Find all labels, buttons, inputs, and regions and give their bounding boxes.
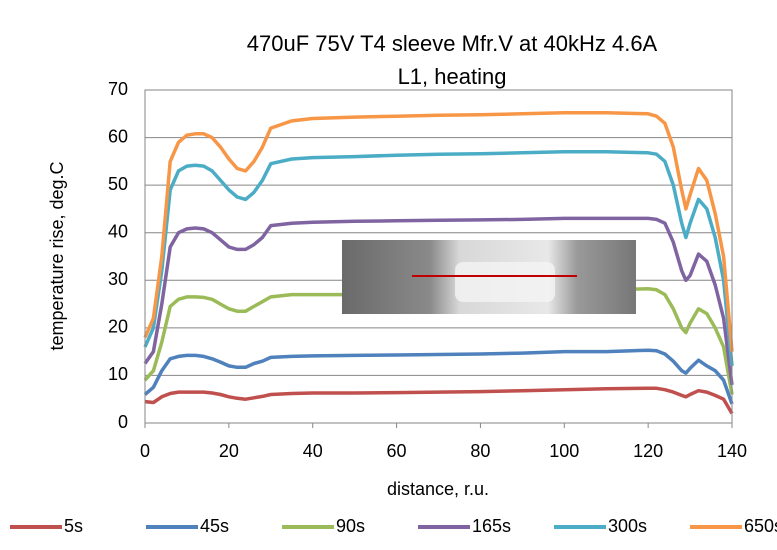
y-tick-label: 20 <box>108 317 128 337</box>
legend-label: 45s <box>200 516 229 536</box>
y-tick-label: 70 <box>108 79 128 99</box>
series-line <box>143 216 734 386</box>
legend-label: 5s <box>64 516 83 536</box>
legend-label: 300s <box>608 516 647 536</box>
x-tick-label: 20 <box>219 441 239 461</box>
x-axis-label: distance, r.u. <box>387 479 489 499</box>
x-tick-label: 120 <box>633 441 663 461</box>
y-tick-label: 40 <box>108 221 128 241</box>
y-axis-label: temperature rise, deg.C <box>47 161 67 350</box>
grid: 0 10 20 30 40 50 60 70 0 20 40 60 80 100 120 140 <box>108 79 747 461</box>
x-tick-label: 140 <box>717 441 747 461</box>
x-tick-label: 60 <box>387 441 407 461</box>
legend-label: 165s <box>472 516 511 536</box>
inset-hotspot <box>455 262 555 302</box>
y-tick-label: 30 <box>108 269 128 289</box>
x-tick-label: 80 <box>470 441 490 461</box>
series-line <box>143 150 734 367</box>
chart-title: L1, heating <box>398 64 507 89</box>
plot-lines <box>143 111 734 415</box>
chart-title: 470uF 75V T4 sleeve Mfr.V at 40kHz 4.6A <box>247 31 658 56</box>
y-tick-label: 60 <box>108 126 128 146</box>
plot-border <box>144 89 733 424</box>
y-tick-label: 50 <box>108 174 128 194</box>
series-line <box>144 386 734 415</box>
y-tick-label: 10 <box>108 364 128 384</box>
legend: 5s 45s 90s 165s 300s 650s <box>10 516 777 536</box>
legend-label: 650s <box>744 516 777 536</box>
legend-label: 90s <box>336 516 365 536</box>
series-line <box>143 111 734 352</box>
series-line <box>143 348 734 405</box>
inset-thermal-image <box>342 240 636 314</box>
y-tick-label: 0 <box>118 412 128 432</box>
x-tick-label: 40 <box>303 441 323 461</box>
x-tick-label: 0 <box>140 441 150 461</box>
x-tick-label: 100 <box>549 441 579 461</box>
